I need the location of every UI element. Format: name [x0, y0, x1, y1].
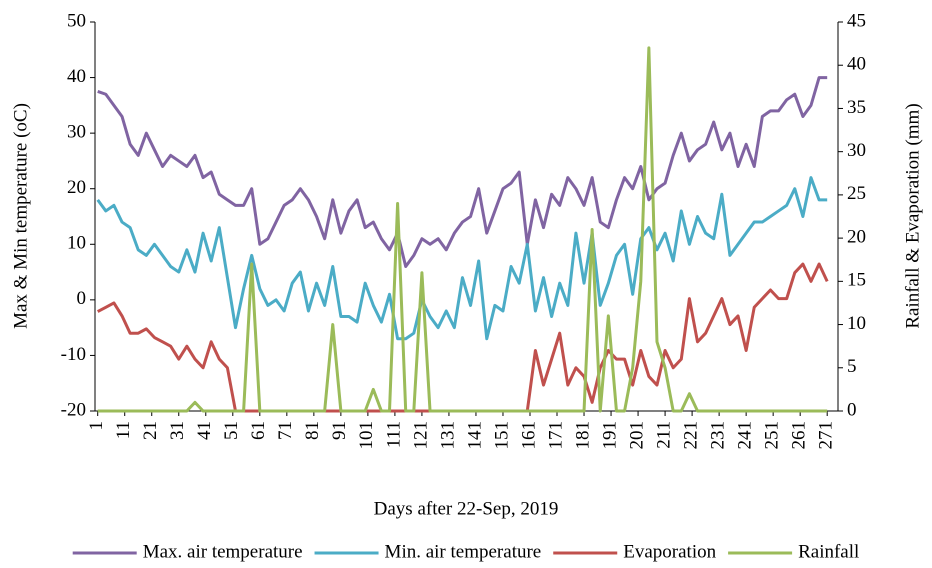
y2-tick-label: 20 [847, 226, 866, 247]
x-axis-title: Days after 22-Sep, 2019 [374, 498, 559, 519]
x-tick-label: 21 [140, 421, 161, 440]
x-tick-label: 11 [113, 421, 134, 439]
x-tick-label: 201 [626, 421, 647, 450]
x-tick-label: 151 [491, 421, 512, 450]
y-tick-label: -10 [61, 344, 86, 365]
series-line [96, 176, 828, 341]
legend-label: Min. air temperature [385, 541, 542, 562]
x-tick-label: 31 [167, 421, 188, 440]
x-tick-label: 61 [248, 421, 269, 440]
x-tick-label: 181 [572, 421, 593, 450]
x-tick-label: 221 [680, 421, 701, 450]
legend-label: Rainfall [798, 541, 859, 562]
legend-label: Evaporation [623, 541, 716, 562]
y-tick-label: -20 [61, 399, 86, 420]
y2-tick-label: 35 [847, 97, 866, 118]
x-tick-label: 1 [86, 421, 107, 431]
x-tick-label: 51 [221, 421, 242, 440]
y2-tick-label: 15 [847, 270, 866, 291]
x-tick-label: 141 [464, 421, 485, 450]
legend-label: Max. air temperature [143, 541, 303, 562]
x-tick-label: 271 [816, 421, 837, 450]
y2-axis-title: Rainfall & Evaporation (mm) [902, 103, 923, 328]
x-tick-label: 171 [545, 421, 566, 450]
x-tick-label: 191 [599, 421, 620, 450]
y-tick-label: 40 [67, 66, 86, 87]
x-tick-label: 91 [329, 421, 350, 440]
y2-tick-label: 0 [847, 399, 857, 420]
y-axis-title: Max & Min temperature (oC) [10, 103, 31, 329]
x-tick-label: 241 [734, 421, 755, 450]
y2-tick-label: 40 [847, 54, 866, 75]
x-tick-label: 231 [707, 421, 728, 450]
x-tick-label: 101 [356, 421, 377, 450]
x-tick-label: 251 [762, 421, 783, 450]
series-line [97, 76, 828, 269]
y-tick-label: 50 [67, 10, 86, 31]
x-tick-label: 131 [437, 421, 458, 450]
x-tick-label: 161 [518, 421, 539, 450]
x-tick-label: 211 [653, 421, 674, 449]
y-tick-label: 10 [67, 233, 86, 254]
x-tick-label: 81 [302, 421, 323, 440]
y2-tick-label: 45 [847, 10, 866, 31]
y2-tick-label: 10 [847, 313, 866, 334]
y-tick-label: 20 [67, 177, 86, 198]
y-tick-label: 0 [77, 288, 87, 309]
x-tick-label: 111 [383, 421, 404, 448]
y-tick-label: 30 [67, 122, 86, 143]
series-line [97, 46, 828, 413]
y2-tick-label: 5 [847, 356, 857, 377]
x-tick-label: 261 [789, 421, 810, 450]
x-tick-label: 121 [410, 421, 431, 450]
y2-tick-label: 30 [847, 140, 866, 161]
x-tick-label: 41 [194, 421, 215, 440]
x-tick-label: 71 [275, 421, 296, 440]
y2-tick-label: 25 [847, 183, 866, 204]
